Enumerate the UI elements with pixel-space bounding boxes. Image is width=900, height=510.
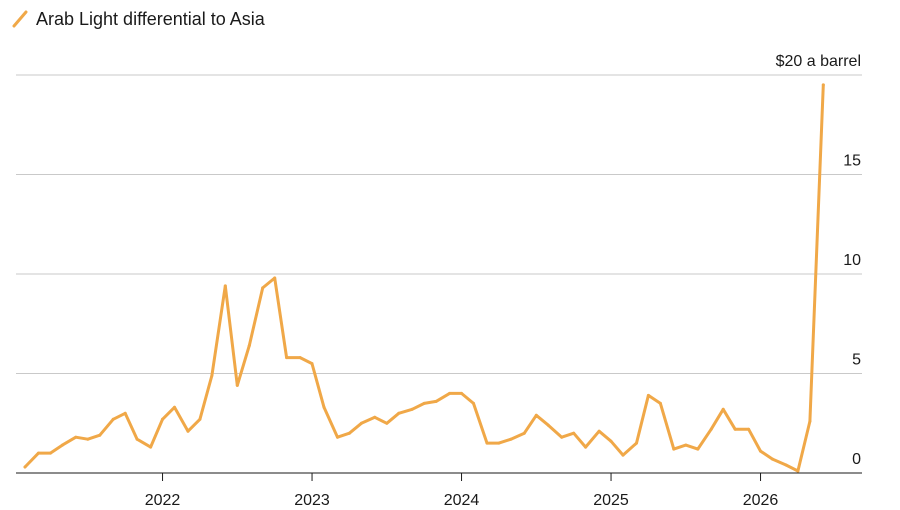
data-point (186, 429, 190, 433)
data-point (198, 417, 202, 421)
y-tick-label-20: $20 a barrel (776, 53, 861, 70)
data-point (111, 417, 115, 421)
data-point (310, 362, 314, 366)
x-tick-label-2022: 2022 (145, 492, 181, 509)
data-point (796, 469, 800, 473)
data-point (658, 401, 662, 405)
x-tick-label-2023: 2023 (294, 492, 330, 509)
data-point (410, 407, 414, 411)
legend-swatch (12, 10, 28, 28)
data-point (485, 441, 489, 445)
data-point (60, 443, 64, 447)
data-point (74, 435, 78, 439)
data-point (298, 356, 302, 360)
data-point (747, 427, 751, 431)
data-point (572, 431, 576, 435)
data-point (135, 437, 139, 441)
data-point (98, 433, 102, 437)
data-point (23, 465, 27, 469)
data-point (696, 447, 700, 451)
data-point (821, 83, 825, 87)
y-tick-label-5: 5 (852, 352, 861, 369)
data-point (684, 443, 688, 447)
data-point (359, 421, 363, 425)
data-point (37, 451, 40, 455)
gridlines (16, 74, 862, 374)
x-tick-label-2026: 2026 (743, 492, 779, 509)
y-tick-label-10: 10 (843, 252, 861, 269)
data-point (709, 427, 713, 431)
data-point (161, 417, 164, 421)
data-point (584, 445, 588, 449)
data-point (422, 401, 426, 405)
series-line-0 (23, 83, 825, 473)
data-point (472, 401, 475, 405)
data-point (273, 276, 277, 280)
data-point (347, 431, 351, 435)
data-point (784, 463, 788, 467)
data-point (173, 405, 176, 409)
data-point (497, 441, 501, 445)
data-point (597, 429, 601, 433)
legend: Arab Light differential to Asia (12, 9, 266, 29)
data-point (247, 344, 251, 348)
data-point (448, 391, 452, 395)
data-point (646, 393, 650, 397)
data-point (261, 286, 265, 290)
data-point (336, 435, 339, 439)
x-tick-label-2024: 2024 (444, 492, 480, 509)
data-point (434, 399, 438, 403)
data-point (609, 439, 613, 443)
data-point (672, 447, 676, 451)
data-point (635, 441, 638, 445)
data-point (733, 427, 737, 431)
data-point (621, 453, 625, 457)
x-tick-label-2025: 2025 (593, 492, 629, 509)
data-point (522, 431, 526, 435)
x-axis: 2022 2023 2024 2025 2026 (16, 472, 862, 509)
data-point (759, 449, 762, 453)
data-point (771, 457, 774, 461)
series-layer (23, 83, 825, 473)
legend-label: Arab Light differential to Asia (36, 9, 266, 29)
data-point (397, 411, 401, 415)
data-point (509, 437, 513, 441)
data-point (86, 437, 90, 441)
data-point (560, 435, 564, 439)
data-point (385, 421, 389, 425)
y-tick-label-0: 0 (852, 451, 861, 468)
data-point (460, 391, 463, 395)
data-point (534, 413, 538, 417)
y-tick-label-15: 15 (843, 153, 861, 170)
data-point (285, 356, 289, 360)
data-point (322, 405, 326, 409)
data-point (235, 383, 239, 387)
data-point (808, 419, 812, 423)
data-point (210, 374, 214, 377)
data-point (149, 445, 153, 449)
data-point (721, 407, 725, 411)
data-point (123, 411, 127, 415)
data-point (48, 451, 52, 455)
data-point (223, 284, 227, 288)
data-point (546, 423, 550, 427)
y-axis-labels: 0 5 10 15 $20 a barrel (776, 53, 861, 468)
data-point (373, 415, 377, 419)
